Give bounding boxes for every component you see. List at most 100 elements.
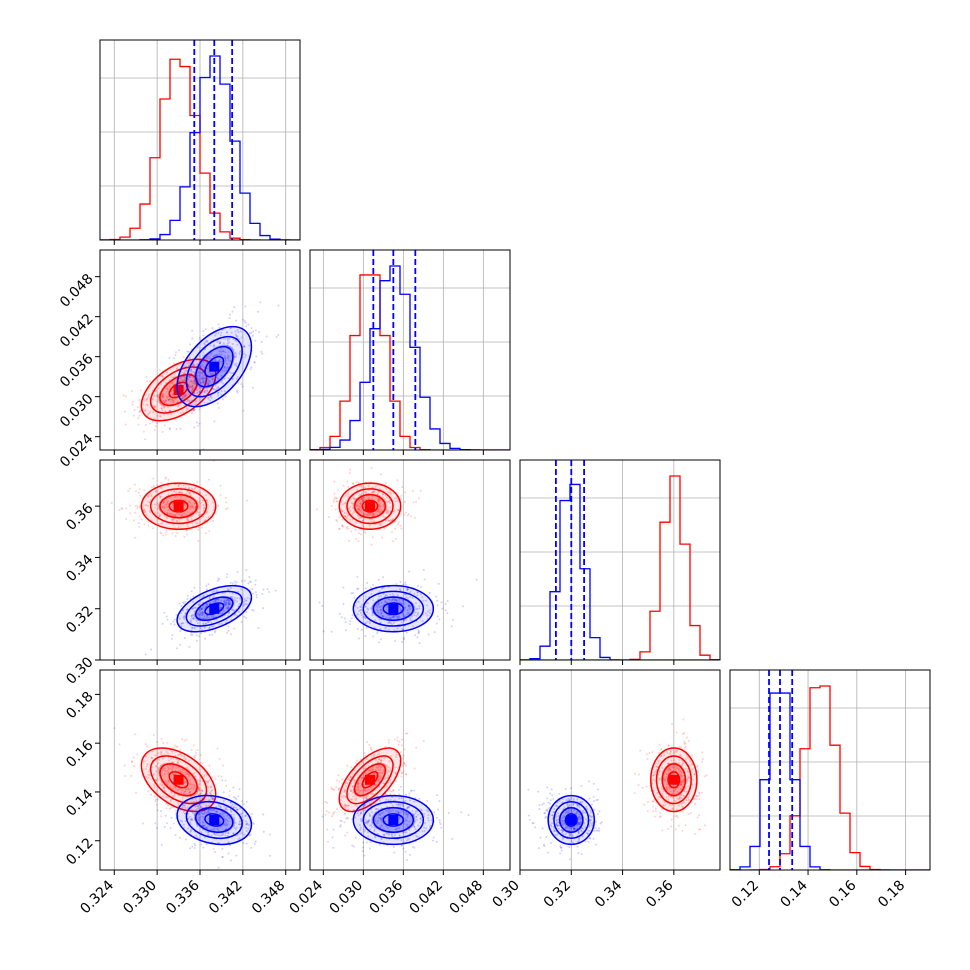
- sample-point: [399, 751, 402, 754]
- sample-point: [165, 802, 168, 805]
- sample-point: [167, 759, 170, 762]
- sample-point: [361, 850, 364, 853]
- sample-point: [344, 795, 347, 798]
- sample-point: [184, 498, 187, 501]
- sample-point: [245, 842, 248, 845]
- sample-point: [216, 590, 219, 593]
- sample-point: [237, 838, 240, 841]
- sample-point: [185, 408, 188, 411]
- sample-point: [349, 468, 352, 471]
- sample-point: [667, 795, 670, 798]
- sample-point: [385, 496, 388, 499]
- sample-point: [227, 605, 230, 608]
- sample-point: [171, 761, 174, 764]
- sample-point: [668, 767, 671, 770]
- sample-point: [423, 829, 426, 832]
- sample-point: [159, 415, 162, 418]
- sample-point: [137, 521, 140, 524]
- sample-point: [185, 781, 188, 784]
- sample-point: [229, 809, 232, 812]
- sample-point: [210, 388, 213, 391]
- sample-point: [194, 606, 197, 609]
- sample-point: [211, 378, 214, 381]
- sample-point: [674, 787, 677, 790]
- sample-point: [374, 775, 377, 778]
- sample-point: [169, 409, 172, 412]
- panel-1-0: [95, 249, 301, 455]
- sample-point: [366, 492, 369, 495]
- sample-point: [407, 604, 410, 607]
- sample-point: [214, 388, 217, 391]
- sample-point: [333, 810, 336, 813]
- sample-point: [658, 759, 661, 762]
- sample-point: [153, 417, 156, 420]
- sample-point: [201, 611, 204, 614]
- sample-point: [376, 832, 379, 835]
- sample-point: [198, 507, 201, 510]
- sample-point: [175, 428, 178, 431]
- sample-point: [691, 762, 694, 765]
- sample-point: [214, 630, 217, 633]
- sample-point: [231, 803, 234, 806]
- sample-point: [199, 612, 202, 615]
- sample-point: [381, 816, 384, 819]
- sample-point: [388, 491, 391, 494]
- sample-point: [159, 411, 162, 414]
- sample-point: [197, 813, 200, 816]
- sample-point: [352, 592, 355, 595]
- sample-point: [344, 501, 347, 504]
- sample-point: [157, 768, 160, 771]
- sample-point: [351, 773, 354, 776]
- sample-point: [363, 498, 366, 501]
- sample-point: [207, 381, 210, 384]
- sample-point: [244, 321, 247, 324]
- sample-point: [160, 753, 163, 756]
- sample-point: [142, 509, 145, 512]
- sample-point: [409, 617, 412, 620]
- contour-red: [140, 482, 217, 530]
- sample-point: [578, 816, 581, 819]
- sample-point: [193, 409, 196, 412]
- sample-point: [389, 593, 392, 596]
- sample-point: [227, 612, 230, 615]
- sample-point: [388, 760, 391, 763]
- sample-point: [340, 778, 343, 781]
- sample-point: [356, 627, 359, 630]
- sample-point: [376, 501, 379, 504]
- sample-point: [351, 502, 354, 505]
- sample-point: [226, 366, 229, 369]
- sample-point: [144, 409, 147, 412]
- sample-point: [241, 318, 244, 321]
- sample-point: [322, 630, 325, 633]
- sample-point: [438, 821, 441, 824]
- sample-point: [186, 594, 189, 597]
- sample-point: [203, 615, 206, 618]
- sample-point: [205, 499, 208, 502]
- sample-point: [403, 812, 406, 815]
- contour-red: [650, 747, 698, 813]
- sample-point: [670, 818, 673, 821]
- sample-point: [184, 504, 187, 507]
- sample-point: [184, 806, 187, 809]
- sample-point: [178, 753, 181, 756]
- sample-point: [384, 745, 387, 748]
- sample-point: [403, 513, 406, 516]
- sample-point: [404, 581, 407, 584]
- sample-point: [232, 806, 235, 809]
- sample-point: [202, 510, 205, 513]
- sample-point: [171, 788, 174, 791]
- sample-point: [327, 840, 330, 843]
- sample-point: [341, 518, 344, 521]
- sample-point: [568, 834, 571, 837]
- contour-blue: [194, 345, 234, 388]
- sample-point: [132, 414, 135, 417]
- sample-point: [182, 609, 185, 612]
- sample-point: [151, 397, 154, 400]
- sample-point: [384, 626, 387, 629]
- sample-point: [358, 507, 361, 510]
- sample-point: [254, 339, 257, 342]
- sample-point: [165, 395, 168, 398]
- sample-point: [362, 846, 365, 849]
- sample-point: [162, 786, 165, 789]
- sample-point: [189, 491, 192, 494]
